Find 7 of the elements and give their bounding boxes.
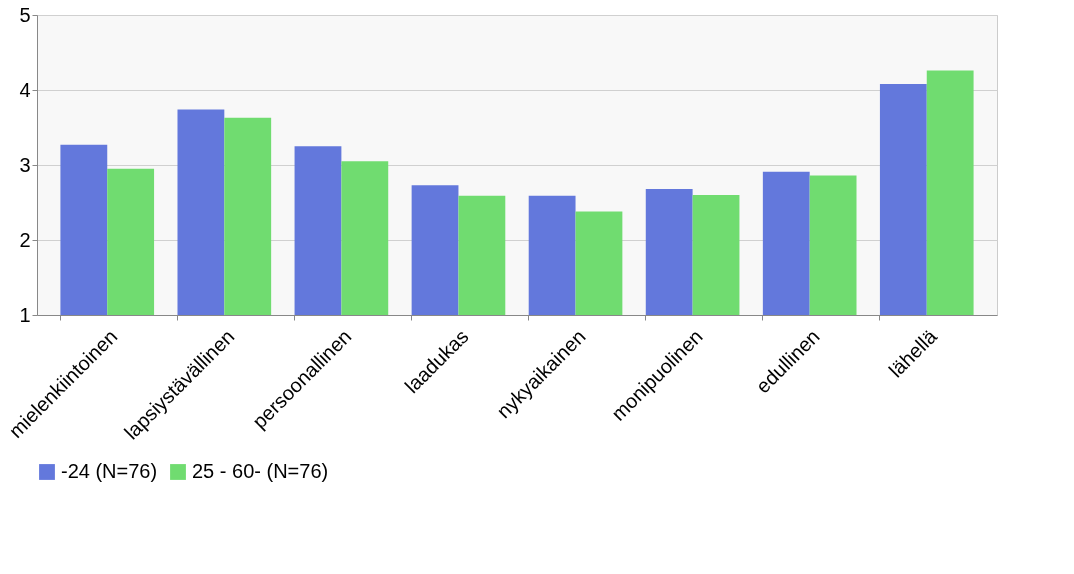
y-tick-label: 4 bbox=[19, 78, 31, 101]
y-tick-label: 1 bbox=[19, 303, 31, 326]
legend-label: -24 (N=76) bbox=[61, 460, 158, 482]
y-tick-label: 5 bbox=[19, 3, 31, 26]
y-tick-label: 2 bbox=[19, 228, 31, 251]
y-tick-label: 3 bbox=[19, 153, 31, 176]
legend-label: 25 - 60- (N=76) bbox=[192, 460, 329, 482]
